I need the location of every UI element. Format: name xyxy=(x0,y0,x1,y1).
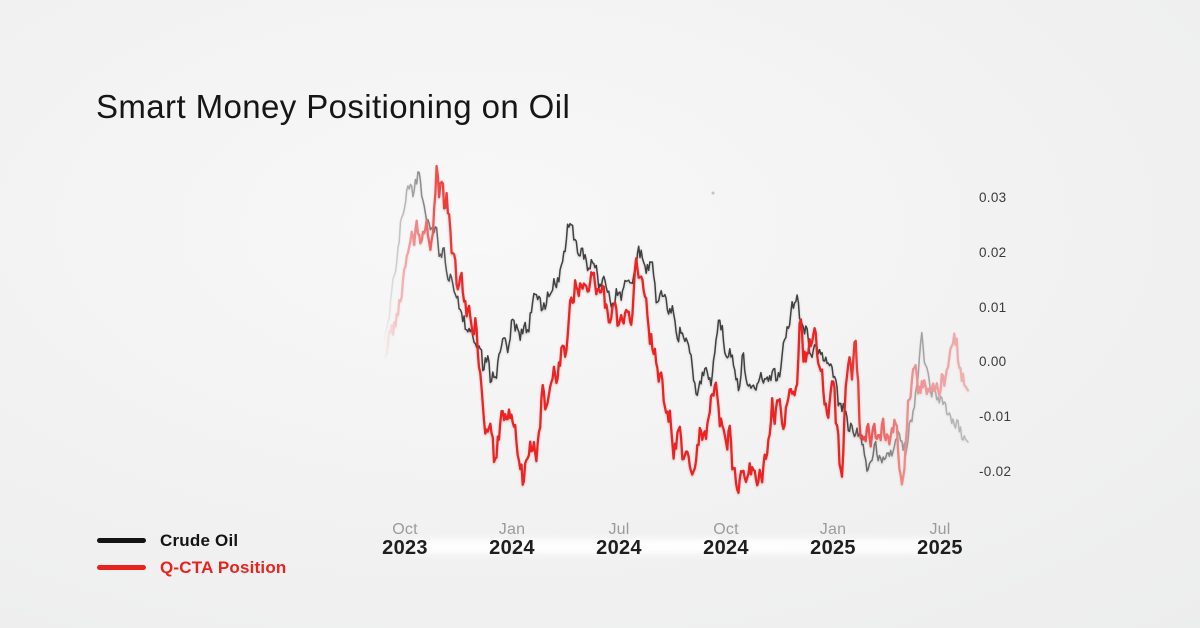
legend-label: Q-CTA Position xyxy=(160,557,287,577)
qcta-position-swatch xyxy=(97,565,146,570)
y-tick-label: -0.02 xyxy=(979,464,1012,479)
x-tick-year: 2024 xyxy=(489,537,535,559)
legend-item-crude-oil: Crude Oil xyxy=(97,527,287,554)
x-tick-label: Jul 2025 xyxy=(885,521,995,558)
axis-glow-strip xyxy=(624,539,720,554)
page-title: Smart Money Positioning on Oil xyxy=(96,88,571,125)
x-tick-year: 2025 xyxy=(917,537,963,559)
x-tick-month: Jul xyxy=(608,521,630,538)
x-tick-label: Jul 2024 xyxy=(564,521,674,558)
x-tick-label: Jan 2025 xyxy=(778,521,888,558)
x-tick-year: 2023 xyxy=(382,537,428,559)
axis-glow-strip xyxy=(410,539,506,554)
legend: Crude Oil Q-CTA Position xyxy=(97,527,287,581)
x-tick-year: 2024 xyxy=(703,537,749,559)
x-tick-month: Jul xyxy=(929,521,951,538)
x-tick-year: 2024 xyxy=(596,537,642,559)
x-tick-year: 2025 xyxy=(810,537,856,559)
crude-oil-line xyxy=(382,171,969,472)
x-tick-label: Oct 2023 xyxy=(350,521,460,558)
y-tick-label: -0.01 xyxy=(979,409,1012,424)
legend-item-qcta-position: Q-CTA Position xyxy=(97,554,287,581)
axis-glow-strip xyxy=(731,539,827,554)
x-tick-month: Oct xyxy=(713,521,739,538)
y-tick-label: 0.00 xyxy=(979,354,1007,369)
axis-glow-strip xyxy=(838,539,934,554)
crude-oil-swatch xyxy=(97,538,146,543)
stray-dot xyxy=(711,191,715,195)
series-layer xyxy=(381,164,970,494)
x-tick-month: Jan xyxy=(498,521,526,538)
x-tick-label: Oct 2024 xyxy=(671,521,781,558)
y-tick-label: 0.01 xyxy=(979,300,1007,315)
y-tick-label: 0.03 xyxy=(979,190,1007,205)
x-tick-label: Jan 2024 xyxy=(457,521,567,558)
qcta-position-line xyxy=(381,164,970,494)
x-tick-month: Oct xyxy=(392,521,418,538)
y-tick-label: 0.02 xyxy=(979,245,1007,260)
axis-glow-strip xyxy=(517,539,613,554)
x-tick-month: Jan xyxy=(819,521,847,538)
legend-label: Crude Oil xyxy=(160,530,239,550)
